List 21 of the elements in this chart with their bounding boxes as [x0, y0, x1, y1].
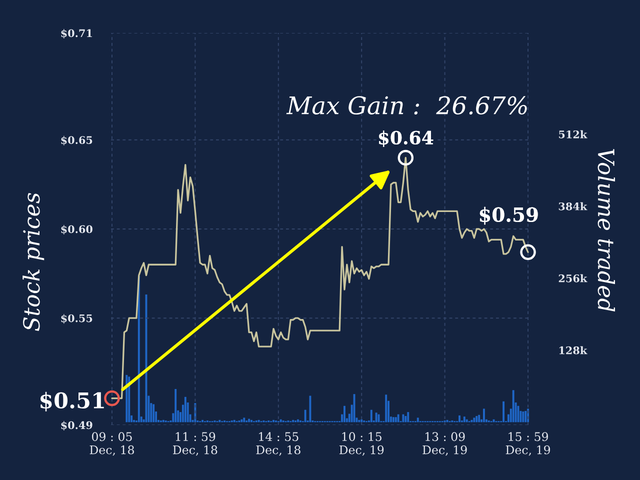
y-tick-label: $0.71	[61, 29, 92, 38]
annotation: Max Gain : 26.67%	[286, 96, 527, 115]
y2-tick-label: 384k	[558, 202, 588, 210]
x-tick-label: 10 : 15 Dec, 19	[339, 432, 384, 456]
text: $0.51	[40, 392, 104, 412]
y-tick-label: $0.55	[61, 314, 92, 324]
x-tick-label: 13 : 09 Dec, 19	[422, 432, 467, 456]
x-tick-label: 09 : 05 Dec, 18	[90, 432, 134, 456]
x-tick-label: 11 : 59 Dec, 18	[173, 432, 218, 456]
x-tick-label: 15 : 59 Dec, 19	[506, 432, 550, 456]
y2-tick-label: 256k	[558, 274, 588, 282]
y-tick-label: $0.65	[61, 136, 92, 146]
y-axis-title: Stock prices	[22, 192, 44, 332]
y-tick-label: $0.60	[61, 225, 92, 234]
y2-axis-title: Volume traded	[598, 149, 615, 312]
annotation: $0.64	[378, 130, 434, 147]
annotation: $0.59	[480, 206, 538, 225]
y2-tick-label: 512k	[559, 130, 588, 138]
y2-tick-label: 128k	[559, 346, 588, 354]
y-tick-label: $0.49	[61, 421, 92, 430]
x-tick-label: 14 : 55 Dec, 18	[256, 432, 300, 456]
